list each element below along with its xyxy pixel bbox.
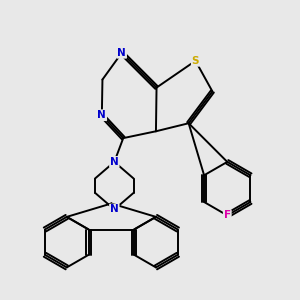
Text: N: N [117, 48, 126, 58]
Text: N: N [98, 110, 106, 120]
Text: S: S [192, 56, 199, 66]
Text: N: N [110, 204, 119, 214]
Text: N: N [110, 157, 119, 167]
Text: F: F [224, 210, 231, 220]
